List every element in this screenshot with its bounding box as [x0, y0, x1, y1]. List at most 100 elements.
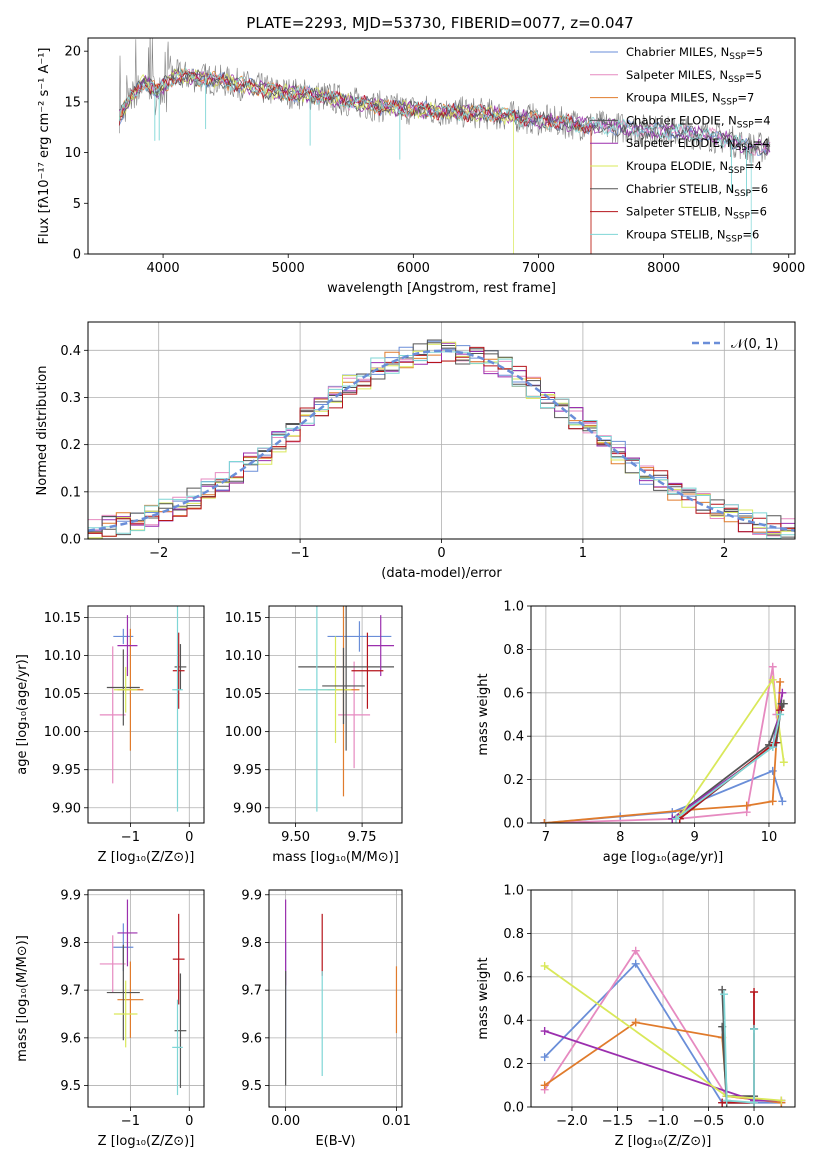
- legend-label: Chabrier MILES, NSSP=5: [626, 45, 763, 62]
- histogram-step-line: [88, 351, 795, 539]
- y-tick-label: 9.90: [52, 801, 81, 816]
- x-tick-label: 0: [437, 546, 445, 561]
- mass-weight-marker: [750, 987, 759, 996]
- x-tick-label: 0.0: [744, 1114, 765, 1129]
- mass-vs-extinction-plot: 0.00 0.01 9.5 9.6 9.7 9.8 9.9 E(B-V): [241, 888, 411, 1149]
- x-axis-label: wavelength [Angstrom, rest frame]: [327, 281, 556, 296]
- mass-weight-marker: [540, 1081, 549, 1090]
- x-tick-label: −1.5: [602, 1114, 634, 1129]
- x-tick-label: 8: [616, 830, 624, 845]
- data-point: [113, 666, 138, 713]
- x-tick-label: −0.5: [693, 1114, 725, 1129]
- x-tick-label: −2.0: [556, 1114, 588, 1129]
- data-point: [351, 632, 384, 709]
- y-tick-label: 0.1: [60, 485, 81, 500]
- data-point: [172, 913, 185, 1005]
- y-tick-label: 10.10: [44, 649, 81, 664]
- y-tick-label: 0.4: [60, 344, 81, 359]
- spectrum-data: [118, 38, 771, 254]
- y-axis-label: mass [log₁₀(M/M⊙)]: [15, 935, 30, 1062]
- spectrum-plot: 4000 5000 6000 7000 8000 9000 0 5 10 15 20 waveleng…: [37, 37, 805, 296]
- x-axis-label: Z [log₁₀(Z/Z⊙)]: [615, 1134, 712, 1149]
- x-tick-label: 4000: [147, 261, 180, 276]
- data-point: [172, 606, 183, 812]
- y-tick-label: 0.2: [60, 438, 81, 453]
- mass-weight-series-line: [544, 965, 782, 1102]
- mass-weight-marker: [768, 662, 777, 671]
- y-tick-label: 10.15: [44, 611, 81, 626]
- y-tick-label: 0.0: [503, 817, 524, 832]
- histogram-step-line: [88, 346, 795, 537]
- age-vs-mass-data: [298, 606, 395, 812]
- mass-weight-series-line: [723, 994, 755, 1104]
- mass-weight-marker: [776, 710, 785, 719]
- y-tick-label: 9.6: [60, 1031, 81, 1046]
- x-tick-label: 2: [720, 546, 728, 561]
- age-vs-metallicity-data: [99, 606, 187, 812]
- mass-weight-marker: [540, 1053, 549, 1062]
- mass-vs-extinction-data: [285, 899, 398, 1086]
- legend-label: 𝒩(0, 1): [731, 337, 778, 352]
- mass-weight-marker: [540, 819, 549, 823]
- x-tick-label: 0.00: [271, 1114, 300, 1129]
- normal-curve-line: [88, 349, 795, 532]
- mass-weight-vs-metallicity-data: [540, 946, 786, 1107]
- data-point: [117, 899, 138, 967]
- x-tick-label: 9: [690, 830, 698, 845]
- y-tick-label: 10.00: [44, 725, 81, 740]
- mass-weight-series-line: [544, 666, 778, 823]
- data-point: [172, 632, 185, 709]
- x-tick-label: 9000: [772, 261, 805, 276]
- y-tick-label: 0.6: [503, 970, 524, 985]
- mass-weight-vs-metallicity-plot: −2.0 −1.5 −1.0 −0.5 0.0 0.0 0.2 0.4 0.6 0.8 1.0 Z […: [476, 884, 796, 1149]
- y-tick-label: 9.5: [60, 1079, 81, 1094]
- legend-label: Salpeter STELIB, NSSP=6: [626, 205, 767, 222]
- x-tick-label: −1: [121, 1114, 140, 1129]
- y-tick-label: 9.95: [233, 763, 262, 778]
- mass-weight-marker: [768, 797, 777, 806]
- y-tick-label: 15: [64, 95, 81, 110]
- x-tick-label: 0.01: [382, 1114, 411, 1129]
- y-tick-label: 10: [64, 146, 81, 161]
- legend-label: Salpeter ELODIE, NSSP=4: [626, 136, 769, 153]
- y-tick-label: 0.8: [503, 927, 524, 942]
- model-spectrum-line: [118, 67, 752, 254]
- y-tick-label: 9.95: [52, 763, 81, 778]
- spectrum-frame: [87, 37, 796, 255]
- data-point: [99, 646, 126, 784]
- x-tick-label: 5000: [272, 261, 305, 276]
- y-tick-label: 0.8: [503, 643, 524, 658]
- mass-weight-marker: [718, 985, 727, 994]
- data-point: [106, 944, 140, 1041]
- x-axis-label: Z [log₁₀(Z/Z⊙)]: [98, 1134, 195, 1149]
- mass-weight-marker: [779, 758, 788, 767]
- mass-weight-marker: [777, 699, 786, 708]
- y-tick-label: 1.0: [503, 884, 524, 899]
- x-tick-label: 6000: [397, 261, 430, 276]
- y-tick-label: 0.3: [60, 391, 81, 406]
- y-tick-label: 0.4: [503, 1014, 524, 1029]
- mass-weight-marker: [742, 801, 751, 810]
- x-axis-label: Z [log₁₀(Z/Z⊙)]: [98, 850, 195, 865]
- data-point: [322, 647, 365, 725]
- data-point: [99, 935, 126, 993]
- y-tick-label: 0.2: [503, 773, 524, 788]
- x-tick-label: 10: [761, 830, 778, 845]
- x-tick-label: 7000: [522, 261, 555, 276]
- y-tick-label: 9.7: [60, 984, 81, 999]
- y-axis-label: age [log₁₀(age/yr)]: [15, 654, 30, 775]
- mass-weight-marker: [750, 1098, 759, 1107]
- y-tick-label: 9.9: [241, 888, 262, 903]
- mass-weight-marker: [719, 990, 728, 999]
- data-point: [172, 999, 183, 1096]
- age-vs-metallicity-plot: −1 0 9.90 9.95 10.00 10.05 10.10 10.15 Z [log₁₀(…: [15, 605, 205, 865]
- mass-weight-marker: [631, 959, 640, 968]
- mass-weight-marker: [778, 797, 787, 806]
- y-tick-label: 0.0: [503, 1101, 524, 1116]
- y-tick-label: 0.2: [503, 1057, 524, 1072]
- x-tick-label: −1: [291, 546, 310, 561]
- legend-label: Kroupa ELODIE, NSSP=4: [626, 159, 762, 176]
- legend-label: Kroupa MILES, NSSP=7: [626, 91, 754, 108]
- mass-weight-marker: [540, 961, 549, 970]
